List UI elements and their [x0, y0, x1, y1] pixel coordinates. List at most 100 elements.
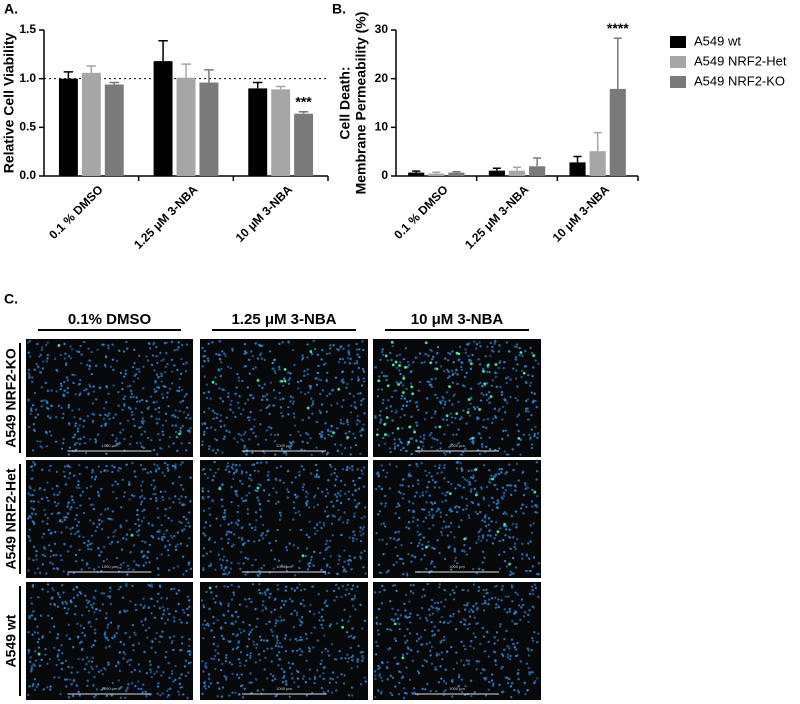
nucleus: [208, 445, 210, 447]
bar: [105, 85, 124, 176]
nucleus: [155, 355, 157, 357]
nucleus: [43, 489, 45, 491]
nucleus: [515, 356, 517, 358]
nucleus: [241, 539, 243, 541]
nucleus: [355, 444, 357, 446]
nucleus: [509, 396, 511, 398]
nucleus: [377, 689, 379, 691]
nucleus: [151, 585, 153, 587]
nucleus: [28, 685, 30, 687]
nucleus: [348, 694, 350, 696]
nucleus: [214, 601, 216, 603]
nucleus: [188, 442, 190, 444]
nucleus: [415, 491, 417, 493]
nucleus: [168, 613, 170, 615]
nucleus: [245, 499, 247, 501]
nucleus: [240, 413, 242, 415]
nucleus: [255, 342, 257, 344]
nucleus: [248, 477, 250, 479]
nucleus: [292, 518, 294, 520]
nucleus: [531, 429, 533, 431]
nucleus: [519, 354, 521, 356]
nucleus: [396, 354, 398, 356]
nucleus: [105, 385, 107, 387]
nucleus: [474, 511, 476, 513]
nucleus: [347, 519, 349, 521]
nucleus: [376, 623, 378, 625]
nucleus: [220, 603, 222, 605]
nucleus: [334, 493, 336, 495]
nucleus: [163, 609, 165, 611]
nucleus: [527, 374, 529, 376]
nucleus: [292, 650, 294, 652]
nucleus: [394, 531, 396, 533]
nucleus: [295, 638, 297, 640]
nucleus: [230, 522, 232, 524]
nucleus: [240, 631, 242, 633]
nucleus: [57, 494, 59, 496]
micrograph: 1000 μm: [26, 582, 193, 700]
nucleus: [524, 484, 526, 486]
nucleus: [94, 632, 96, 634]
nucleus: [146, 637, 148, 639]
nucleus: [141, 489, 143, 491]
nucleus: [361, 651, 363, 653]
nucleus: [137, 534, 139, 536]
nucleus: [155, 418, 157, 420]
nucleus: [138, 564, 140, 566]
nucleus: [406, 639, 408, 641]
nucleus: [387, 678, 389, 680]
nucleus: [491, 673, 493, 675]
nucleus: [421, 362, 423, 364]
nucleus: [467, 663, 469, 665]
nucleus: [204, 376, 206, 378]
nucleus: [47, 415, 49, 417]
scale-bar-label: 1000 μm: [449, 443, 465, 448]
nucleus: [161, 496, 163, 498]
nucleus: [464, 478, 466, 480]
dead-cell: [284, 368, 287, 371]
nucleus: [294, 494, 296, 496]
nucleus: [357, 393, 359, 395]
nucleus: [360, 557, 362, 559]
nucleus: [238, 407, 240, 409]
nucleus: [210, 682, 212, 684]
dead-cell: [398, 364, 401, 367]
nucleus: [440, 601, 442, 603]
nucleus: [202, 498, 204, 500]
nucleus: [80, 353, 82, 355]
nucleus: [394, 447, 396, 449]
nucleus: [469, 645, 471, 647]
nucleus: [516, 415, 518, 417]
nucleus: [443, 477, 445, 479]
nucleus: [232, 411, 234, 413]
nucleus: [141, 510, 143, 512]
nucleus: [162, 692, 164, 694]
nucleus: [519, 453, 521, 455]
nucleus: [382, 348, 384, 350]
nucleus: [359, 530, 361, 532]
nucleus: [107, 393, 109, 395]
y-axis-label: Cell Death:: [337, 66, 353, 139]
nucleus: [230, 568, 232, 570]
nucleus: [123, 375, 125, 377]
nucleus: [298, 583, 300, 585]
nucleus: [313, 340, 315, 342]
nucleus: [77, 658, 79, 660]
nucleus: [93, 676, 95, 678]
nucleus: [435, 607, 437, 609]
nucleus: [181, 461, 183, 463]
nucleus: [81, 632, 83, 634]
nucleus: [118, 467, 120, 469]
nucleus: [302, 678, 304, 680]
nucleus: [272, 635, 274, 637]
nucleus: [173, 349, 175, 351]
nucleus: [378, 633, 380, 635]
nucleus: [490, 342, 492, 344]
nucleus: [358, 348, 360, 350]
nucleus: [234, 393, 236, 395]
nucleus: [419, 381, 421, 383]
nucleus: [34, 665, 36, 667]
nucleus: [351, 694, 353, 696]
nucleus: [78, 521, 80, 523]
